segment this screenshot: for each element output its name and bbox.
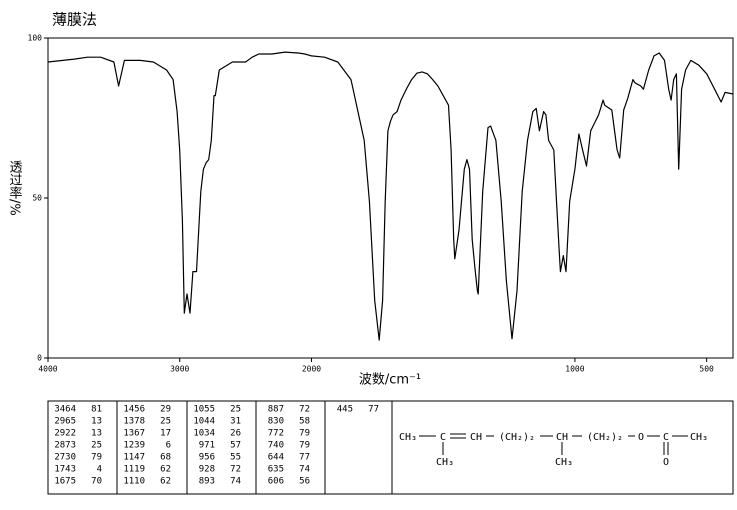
peak-transmittance: 31: [230, 417, 241, 427]
y-tick-label: 0: [37, 354, 42, 363]
peak-wavenumber: 1147: [123, 453, 145, 463]
peak-transmittance: 56: [299, 477, 310, 487]
peak-wavenumber: 1367: [123, 429, 145, 439]
peak-transmittance: 58: [299, 417, 310, 427]
group: (CH₂)₂: [499, 432, 535, 443]
peak-wavenumber: 772: [268, 429, 284, 439]
peak-wavenumber: 1743: [54, 465, 76, 475]
peak-wavenumber: 1044: [193, 417, 215, 427]
peak-transmittance: 70: [91, 477, 102, 487]
peak-wavenumber: 956: [199, 453, 215, 463]
chart-title: 薄膜法: [52, 11, 97, 29]
group: CH₃: [690, 432, 708, 443]
peak-wavenumber: 1239: [123, 441, 145, 451]
group: C: [440, 432, 446, 443]
peak-transmittance: 72: [230, 465, 241, 475]
x-tick-label: 3000: [170, 365, 189, 374]
spectrum: [47, 51, 734, 341]
y-tick-label: 100: [28, 34, 43, 43]
peak-transmittance: 25: [230, 405, 241, 415]
group: CH₃: [555, 457, 573, 468]
table-frame: [47, 400, 734, 495]
group: O: [663, 457, 669, 468]
peak-wavenumber: 644: [268, 453, 284, 463]
peak-transmittance: 13: [91, 417, 102, 427]
peak-transmittance: 6: [166, 441, 171, 451]
peak-wavenumber: 2965: [54, 417, 76, 427]
peak-transmittance: 74: [230, 477, 241, 487]
peak-transmittance: 57: [230, 441, 241, 451]
peak-wavenumber: 830: [268, 417, 284, 427]
peak-wavenumber: 1034: [193, 429, 215, 439]
peak-wavenumber: 893: [199, 477, 215, 487]
peak-transmittance: 77: [299, 453, 310, 463]
peak-wavenumber: 2873: [54, 441, 76, 451]
peak-wavenumber: 3464: [54, 405, 76, 415]
group: O: [638, 432, 644, 443]
peak-transmittance: 79: [91, 453, 102, 463]
peak-table: [47, 400, 734, 495]
x-tick-label: 500: [699, 365, 714, 374]
peak-transmittance: 72: [299, 405, 310, 415]
peak-wavenumber: 1055: [193, 405, 215, 415]
peak-wavenumber: 928: [199, 465, 215, 475]
peak-transmittance: 74: [299, 465, 310, 475]
x-tick-label: 1000: [565, 365, 584, 374]
peak-transmittance: 26: [230, 429, 241, 439]
plot-frame: [47, 37, 734, 359]
x-tick-label: 2000: [302, 365, 321, 374]
x-axis-label: 波数/cm⁻¹: [359, 373, 421, 388]
peak-transmittance: 62: [160, 465, 171, 475]
peak-wavenumber: 1675: [54, 477, 76, 487]
peak-transmittance: 55: [230, 453, 241, 463]
peak-wavenumber: 2730: [54, 453, 76, 463]
peak-wavenumber: 740: [268, 441, 284, 451]
peak-wavenumber: 635: [268, 465, 284, 475]
y-tick-label: 50: [32, 194, 42, 203]
x-tick-label: 4000: [38, 365, 57, 374]
peak-transmittance: 4: [97, 465, 102, 475]
peak-transmittance: 79: [299, 441, 310, 451]
peak-wavenumber: 1456: [123, 405, 145, 415]
peak-wavenumber: 445: [337, 405, 353, 415]
peak-transmittance: 17: [160, 429, 171, 439]
structure: CH₃ C CH (CH₂)₂ CH (CH₂)₂ O C CH₃ CH₃ CH…: [399, 432, 708, 468]
group: C: [663, 432, 669, 443]
peak-wavenumber: 971: [199, 441, 215, 451]
group: CH: [470, 432, 482, 443]
peak-transmittance: 77: [368, 405, 379, 415]
peak-wavenumber: 606: [268, 477, 284, 487]
peak-wavenumber: 1378: [123, 417, 145, 427]
peak-wavenumber: 2922: [54, 429, 76, 439]
peak-transmittance: 68: [160, 453, 171, 463]
group: CH₃: [436, 457, 454, 468]
peak-transmittance: 62: [160, 477, 171, 487]
peak-transmittance: 25: [160, 417, 171, 427]
peak-wavenumber: 1119: [123, 465, 145, 475]
peak-transmittance: 29: [160, 405, 171, 415]
y-axis-label: 透过率/%: [7, 160, 23, 216]
peak-wavenumber: 1110: [123, 477, 145, 487]
group: CH: [556, 432, 568, 443]
peak-transmittance: 81: [91, 405, 102, 415]
group: (CH₂)₂: [587, 432, 623, 443]
peak-transmittance: 25: [91, 441, 102, 451]
peak-transmittance: 79: [299, 429, 310, 439]
peak-transmittance: 13: [91, 429, 102, 439]
group: CH₃: [399, 432, 417, 443]
peak-wavenumber: 887: [268, 405, 284, 415]
